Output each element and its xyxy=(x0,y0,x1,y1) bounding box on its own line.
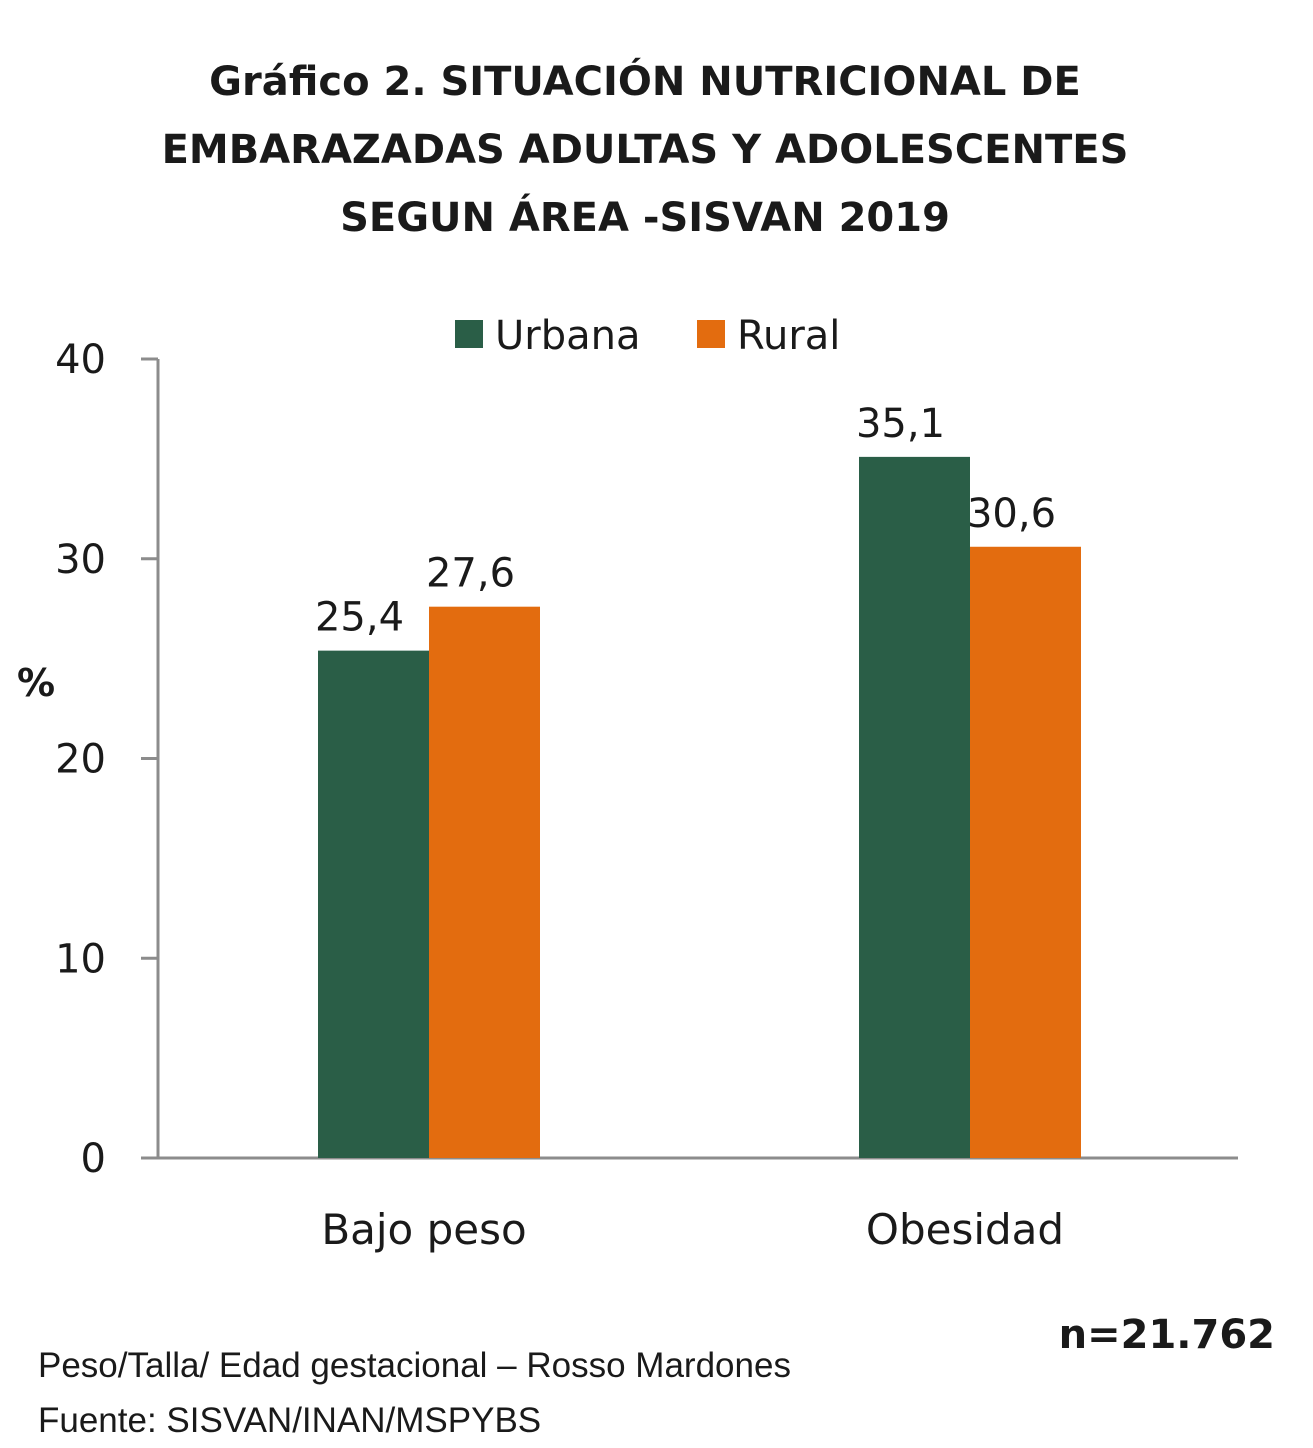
bar-urbana-1 xyxy=(318,650,429,1158)
x-tick-label: Obesidad xyxy=(866,1205,1064,1254)
data-label-rural-2: 30,6 xyxy=(967,491,1056,537)
chart-title-line-3: SEGUN ÁREA -SISVAN 2019 xyxy=(340,195,950,241)
bar-urbana-2 xyxy=(859,456,970,1158)
chart-title: Gráfico 2. SITUACIÓN NUTRICIONAL DE EMBA… xyxy=(0,48,1290,252)
legend-label-rural: Rural xyxy=(737,313,840,359)
y-tick-label: 40 xyxy=(55,337,106,383)
y-tick-label: 20 xyxy=(55,737,106,783)
method-note: Peso/Talla/ Edad gestacional – Rosso Mar… xyxy=(38,1346,791,1385)
data-label-urbana-2: 35,1 xyxy=(856,401,945,447)
bar-rural-1 xyxy=(429,606,540,1158)
legend-swatch-rural xyxy=(697,320,725,348)
data-label-urbana-1: 25,4 xyxy=(315,595,404,641)
chart-title-line-1: Gráfico 2. SITUACIÓN NUTRICIONAL DE xyxy=(209,59,1081,105)
y-tick-label: 10 xyxy=(55,936,106,982)
sample-size-label: n=21.762 xyxy=(1058,1312,1275,1358)
chart-title-line-2: EMBARAZADAS ADULTAS Y ADOLESCENTES xyxy=(161,127,1129,173)
legend-swatch-urbana xyxy=(455,320,483,348)
y-axis-title: % xyxy=(17,661,55,705)
data-label-rural-1: 27,6 xyxy=(426,551,515,597)
bar-rural-2 xyxy=(970,546,1081,1158)
x-tick-label: Bajo peso xyxy=(321,1205,526,1254)
y-tick-label: 0 xyxy=(81,1136,106,1182)
source-note: Fuente: SISVAN/INAN/MSPYBS xyxy=(38,1401,542,1440)
y-tick-label: 30 xyxy=(55,537,106,583)
legend-label-urbana: Urbana xyxy=(495,313,641,359)
